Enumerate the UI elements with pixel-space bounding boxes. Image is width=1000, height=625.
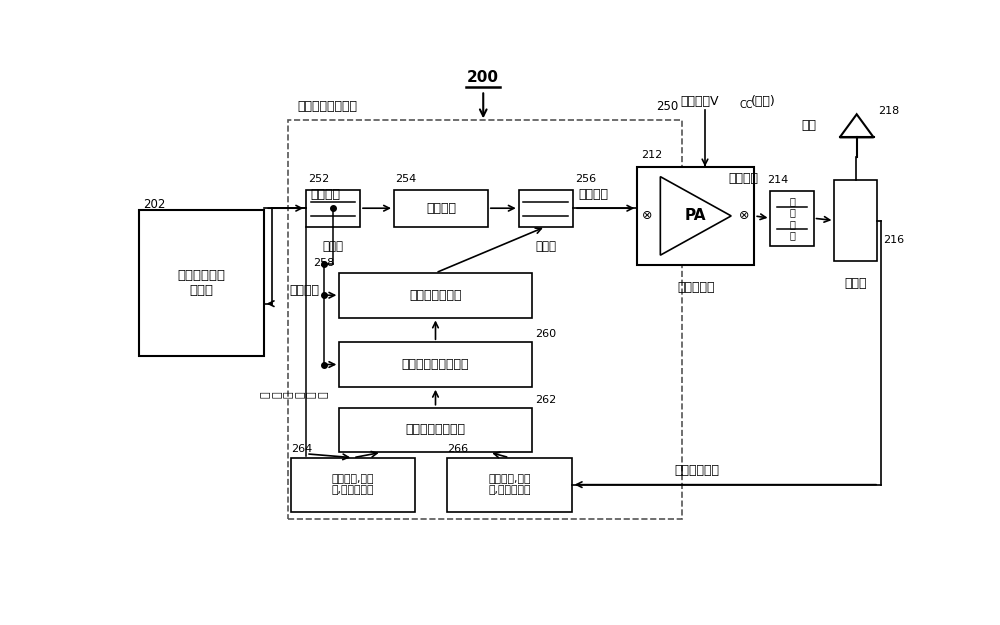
Bar: [447, 458, 572, 512]
Text: 218: 218: [878, 106, 900, 116]
Text: 双工器: 双工器: [845, 277, 867, 290]
Text: 功率放大器: 功率放大器: [677, 281, 715, 294]
Bar: [291, 458, 415, 512]
Bar: [306, 190, 360, 227]
Text: 天线: 天线: [802, 119, 817, 132]
Text: 下变频器,解调
器,模数转换器: 下变频器,解调 器,模数转换器: [332, 474, 374, 496]
Bar: [288, 121, 682, 519]
Bar: [339, 342, 532, 387]
Text: CC: CC: [740, 101, 753, 111]
Text: 无线通信系统
收发器: 无线通信系统 收发器: [177, 269, 225, 297]
Text: 射频输出: 射频输出: [311, 188, 341, 201]
Text: 202: 202: [143, 198, 165, 211]
Bar: [834, 180, 877, 261]
Text: 254: 254: [395, 174, 417, 184]
Bar: [519, 190, 573, 227]
Text: 250: 250: [656, 100, 678, 112]
Text: 258: 258: [313, 258, 335, 268]
Text: ⊗: ⊗: [642, 209, 652, 222]
Text: 耦合器: 耦合器: [535, 240, 556, 252]
Bar: [770, 191, 814, 246]
Text: 256: 256: [575, 174, 596, 184]
Bar: [339, 273, 532, 318]
Text: 预失真系数生成器: 预失真系数生成器: [406, 424, 466, 436]
Text: (固定): (固定): [751, 95, 776, 108]
Text: 电源电压V: 电源电压V: [680, 95, 719, 108]
Bar: [394, 190, 488, 227]
Text: 功放输出: 功放输出: [728, 172, 758, 185]
Text: 射
频
前
馈
信
号: 射 频 前 馈 信 号: [261, 391, 329, 398]
Text: 路
滤
波
器: 路 滤 波 器: [789, 196, 795, 241]
Text: 212: 212: [641, 151, 662, 161]
Text: 射频模拟预失真器: 射频模拟预失真器: [297, 100, 357, 112]
Text: 214: 214: [767, 175, 789, 185]
Bar: [339, 408, 532, 452]
Text: 预失真多项式生成器: 预失真多项式生成器: [402, 358, 469, 371]
Text: 252: 252: [308, 174, 329, 184]
Text: 射频反馈信号: 射频反馈信号: [675, 464, 720, 477]
Text: 216: 216: [883, 235, 904, 245]
Text: 耦合器: 耦合器: [323, 240, 344, 252]
Text: 262: 262: [536, 394, 557, 404]
Text: 260: 260: [536, 329, 557, 339]
Text: 射频正交调制器: 射频正交调制器: [409, 289, 462, 302]
Text: ⊗: ⊗: [739, 209, 750, 222]
Bar: [637, 167, 754, 265]
Text: 266: 266: [447, 444, 468, 454]
Text: 264: 264: [291, 444, 312, 454]
Text: 射频输入: 射频输入: [289, 284, 319, 297]
Text: 200: 200: [467, 70, 499, 85]
Text: 时间延迟: 时间延迟: [426, 202, 456, 215]
Text: 下变频器,解调
器,模数转换器: 下变频器,解调 器,模数转换器: [488, 474, 531, 496]
Bar: [139, 210, 264, 356]
Text: 功放输入: 功放输入: [579, 188, 609, 201]
Text: PA: PA: [685, 208, 707, 223]
